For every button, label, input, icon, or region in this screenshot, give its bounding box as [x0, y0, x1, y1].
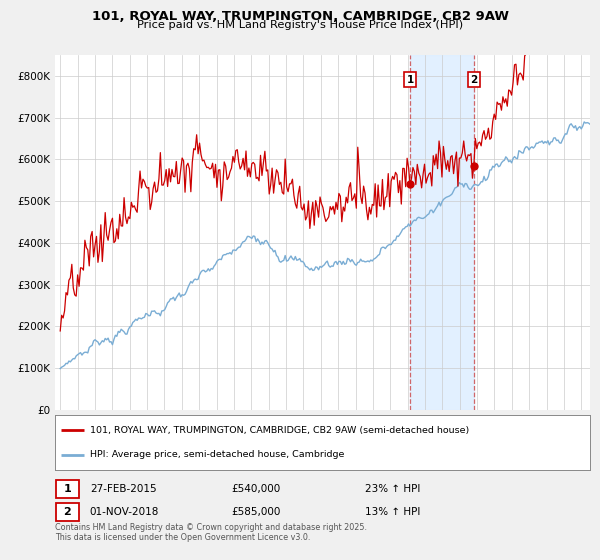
Text: 01-NOV-2018: 01-NOV-2018 — [90, 507, 159, 517]
Text: 13% ↑ HPI: 13% ↑ HPI — [365, 507, 421, 517]
Text: 1: 1 — [64, 484, 71, 494]
Text: 2: 2 — [470, 75, 478, 85]
Text: Price paid vs. HM Land Registry's House Price Index (HPI): Price paid vs. HM Land Registry's House … — [137, 20, 463, 30]
Text: 101, ROYAL WAY, TRUMPINGTON, CAMBRIDGE, CB2 9AW: 101, ROYAL WAY, TRUMPINGTON, CAMBRIDGE, … — [91, 10, 509, 23]
Bar — [410, 55, 474, 410]
Text: 2: 2 — [64, 507, 71, 517]
Text: 101, ROYAL WAY, TRUMPINGTON, CAMBRIDGE, CB2 9AW (semi-detached house): 101, ROYAL WAY, TRUMPINGTON, CAMBRIDGE, … — [90, 426, 469, 435]
FancyBboxPatch shape — [56, 503, 79, 521]
Text: £585,000: £585,000 — [232, 507, 281, 517]
Text: 1: 1 — [407, 75, 414, 85]
Text: £540,000: £540,000 — [232, 484, 281, 494]
Text: 27-FEB-2015: 27-FEB-2015 — [90, 484, 157, 494]
Text: Contains HM Land Registry data © Crown copyright and database right 2025.
This d: Contains HM Land Registry data © Crown c… — [55, 522, 367, 542]
Text: 23% ↑ HPI: 23% ↑ HPI — [365, 484, 421, 494]
FancyBboxPatch shape — [56, 480, 79, 498]
Text: HPI: Average price, semi-detached house, Cambridge: HPI: Average price, semi-detached house,… — [90, 450, 344, 459]
